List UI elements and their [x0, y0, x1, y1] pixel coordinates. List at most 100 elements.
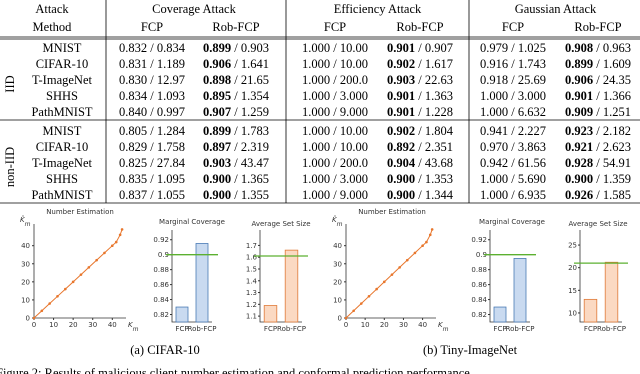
y-tick-label: 20	[21, 278, 30, 286]
fcp-cell: 1.000 / 3.000	[302, 89, 368, 103]
method: MNIST	[43, 41, 82, 55]
point	[40, 309, 44, 313]
point	[118, 233, 122, 237]
rob-size: / 1.783	[231, 124, 269, 138]
point	[413, 251, 417, 255]
y-tick-label: 25	[568, 242, 577, 250]
y-tick-label: 1.4	[246, 277, 258, 285]
rob-size: / 0.907	[415, 41, 453, 55]
rob-cell: 0.901 / 1.228	[387, 105, 453, 119]
rob-coverage: 0.897	[203, 140, 231, 154]
rob-cell: 0.900 / 1.359	[565, 172, 631, 186]
subheader: Rob-FCP	[396, 20, 443, 34]
rob-cell: 0.903 / 22.63	[387, 73, 453, 87]
fcp-cell: 1.000 / 10.00	[302, 140, 368, 154]
rob-size: / 24.35	[593, 73, 631, 87]
rob-size: / 1.259	[231, 105, 269, 119]
rob-cell: 0.901 / 0.907	[387, 41, 453, 55]
bar	[284, 249, 299, 323]
rob-size: / 1.363	[415, 89, 453, 103]
attack-name: Coverage Attack	[152, 2, 236, 16]
fcp-cell: 0.916 / 1.743	[480, 57, 546, 71]
rob-size: / 22.63	[415, 73, 453, 87]
y-tick-label: 30	[333, 260, 342, 268]
x-tick-label: 20	[380, 321, 389, 329]
point	[398, 266, 401, 269]
y-tick-label: 0.84	[471, 296, 487, 304]
rob-size: / 21.65	[231, 73, 269, 87]
point	[103, 251, 106, 255]
x-tick-label: 0	[32, 321, 36, 329]
attack-name: Efficiency Attack	[334, 2, 422, 16]
bar	[604, 261, 619, 323]
axes	[345, 224, 436, 319]
x-axis-label: Km	[438, 321, 449, 333]
subheader: Rob-FCP	[574, 20, 621, 34]
fcp-cell: 1.000 / 10.00	[302, 41, 368, 55]
fcp-cell: 1.000 / 3.000	[480, 89, 546, 103]
fcp-cell: 1.000 / 9.000	[302, 188, 368, 202]
rob-size: / 1.609	[593, 57, 631, 71]
rob-cell: 0.909 / 1.251	[565, 105, 631, 119]
rob-size: / 1.354	[231, 89, 270, 103]
rob-cell: 0.902 / 1.617	[387, 57, 453, 71]
fcp-cell: 0.840 / 0.997	[119, 105, 185, 119]
y-tick-label: 0.86	[153, 281, 169, 289]
bar	[175, 306, 189, 323]
x-axis-label: Km	[128, 321, 139, 333]
subheader: FCP	[324, 20, 346, 34]
y-tick-label: 1.3	[246, 289, 257, 297]
method: PathMNIST	[31, 188, 92, 202]
rob-coverage: 0.899	[565, 57, 593, 71]
x-tick-label: FCP	[584, 325, 597, 333]
y-tick-label: 1.1	[246, 313, 257, 321]
rob-size: / 1.617	[415, 57, 453, 71]
point	[421, 244, 424, 247]
rob-size: / 1.359	[593, 172, 631, 186]
rob-coverage: 0.900	[387, 172, 415, 186]
point	[367, 295, 371, 298]
rob-coverage: 0.901	[565, 89, 593, 103]
point	[56, 295, 59, 298]
fcp-cell: 0.834 / 1.093	[119, 89, 185, 103]
point	[375, 287, 378, 291]
point	[428, 233, 432, 237]
rob-size: / 2.623	[593, 140, 631, 154]
subcaption: (a) CIFAR-10	[130, 343, 200, 357]
rob-size: / 1.365	[231, 172, 269, 186]
point	[71, 280, 75, 284]
rob-cell: 0.902 / 1.804	[387, 124, 454, 138]
y-axis-label: K̂m	[332, 216, 343, 228]
y-tick-label: 0.82	[153, 311, 169, 319]
point	[425, 240, 428, 244]
y-tick-label: 20	[333, 278, 342, 286]
y-tick-label: 30	[21, 260, 30, 268]
rob-cell: 0.901 / 1.366	[565, 89, 631, 103]
rob-coverage: 0.902	[387, 57, 415, 71]
rob-cell: 0.923 / 2.182	[565, 124, 631, 138]
y-tick-label: 40	[21, 242, 30, 250]
fcp-cell: 0.941 / 2.227	[480, 124, 546, 138]
bar	[263, 305, 278, 323]
rob-cell: 0.904 / 43.68	[387, 156, 453, 170]
rob-coverage: 0.906	[565, 73, 593, 87]
rob-cell: 0.897 / 2.319	[203, 140, 269, 154]
y-tick-label: 40	[333, 242, 342, 250]
rob-coverage: 0.923	[565, 124, 593, 138]
fcp-cell: 0.918 / 25.69	[480, 73, 546, 87]
y-tick-label: 0.84	[153, 296, 169, 304]
rob-cell: 0.900 / 1.365	[203, 172, 269, 186]
attack-name: Gaussian Attack	[515, 2, 597, 16]
rob-coverage: 0.907	[203, 105, 231, 119]
rob-cell: 0.921 / 2.623	[565, 140, 631, 154]
y-tick-label: 1.5	[246, 265, 257, 273]
rob-size: / 1.344	[415, 188, 454, 202]
rob-coverage: 0.900	[203, 172, 231, 186]
point	[79, 273, 83, 276]
rob-coverage: 0.908	[565, 41, 593, 55]
rob-coverage: 0.898	[203, 73, 231, 87]
y-axis-label: K̂m	[20, 216, 31, 228]
rob-size: / 1.641	[231, 57, 269, 71]
fcp-cell: 0.831 / 1.189	[119, 57, 185, 71]
rob-size: / 54.91	[593, 156, 631, 170]
